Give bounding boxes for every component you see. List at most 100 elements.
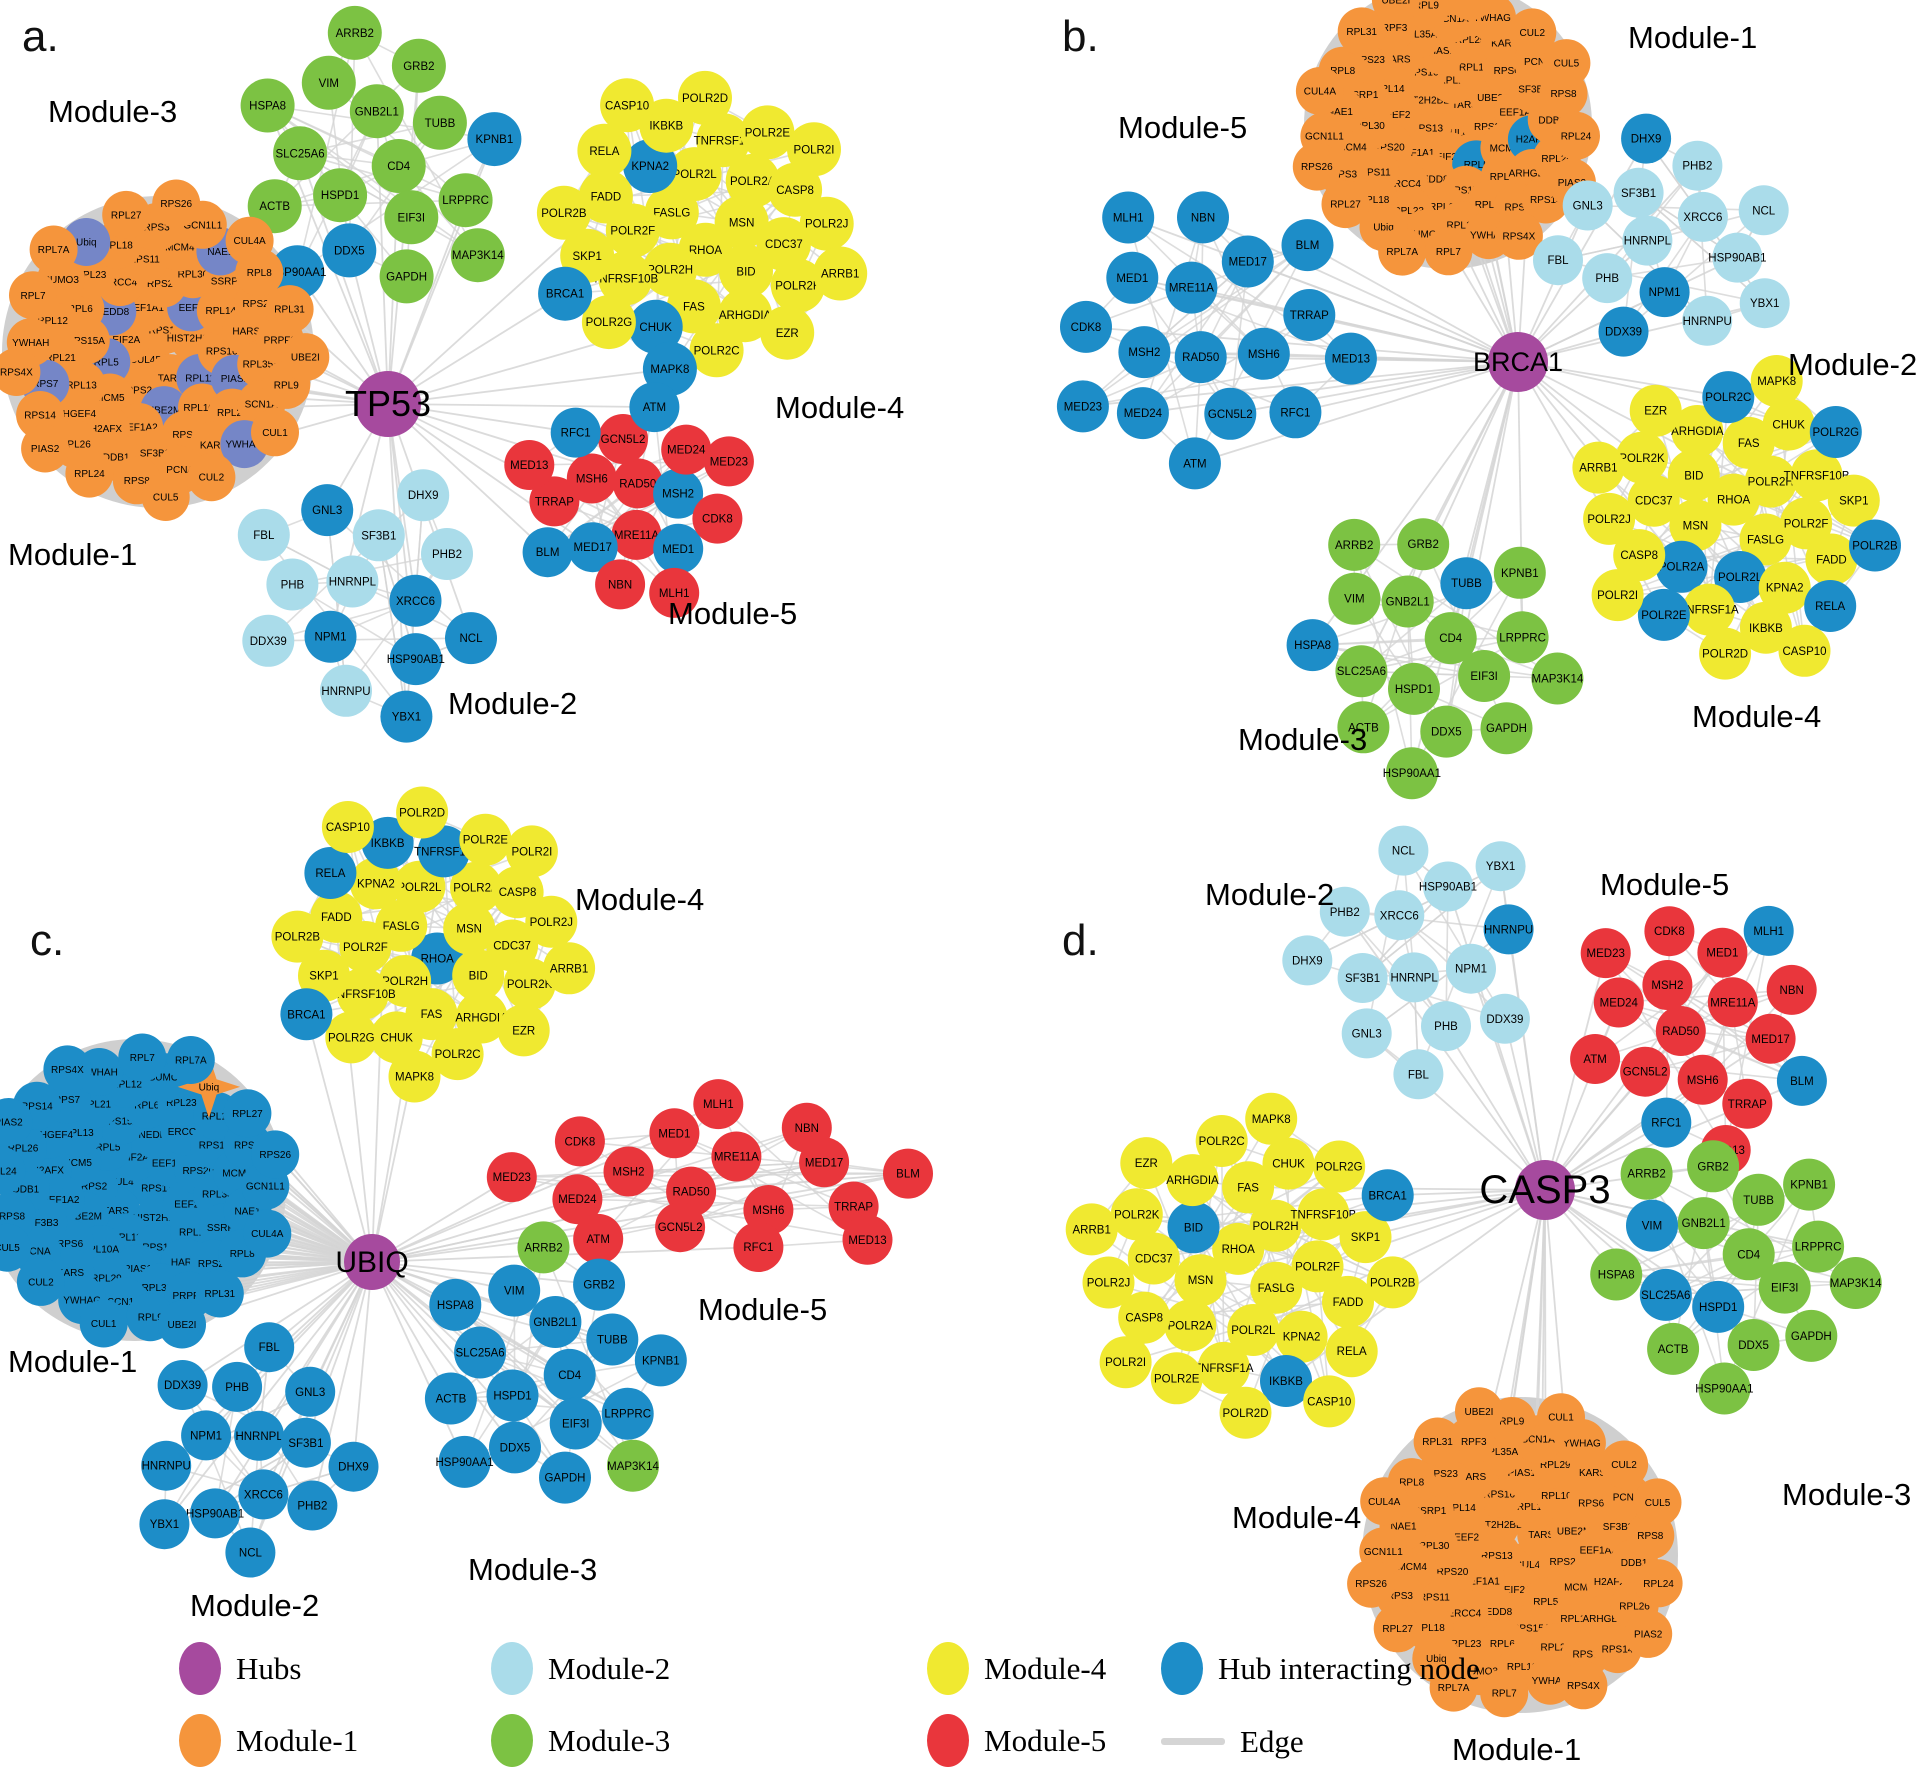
node-label: RPS20 xyxy=(1373,143,1405,154)
node-circle xyxy=(1195,1115,1248,1167)
node-circle xyxy=(813,246,868,301)
panel-d: HNRNPL XRCC6 NPM1 SF3B1 HSP90AB1 PHB PHB2 HNRNP… xyxy=(1065,825,1911,1767)
hub-edge xyxy=(371,1261,516,1448)
node-label: HSP90AB1 xyxy=(387,654,445,666)
node-circle xyxy=(634,1334,687,1387)
node-POLR2G: POLR2G xyxy=(581,295,636,350)
node-label: RELA xyxy=(315,868,345,880)
node-CHUK: CHUK xyxy=(1762,398,1815,451)
node-label: POLR2H xyxy=(382,976,428,988)
hub-edge xyxy=(387,292,566,405)
node-CUL4A: CUL4A xyxy=(1360,1477,1409,1526)
node-label: BID xyxy=(1684,470,1703,482)
node-label: PIAS2 xyxy=(1558,178,1587,189)
node-label: BID xyxy=(736,267,755,279)
node-circle xyxy=(336,967,389,1020)
node-MED13: MED13 xyxy=(504,440,555,490)
node-label: MAP3K14 xyxy=(452,250,504,262)
node-label: PHB2 xyxy=(1330,907,1360,919)
node-label: HSPD1 xyxy=(493,1391,531,1403)
node-circle xyxy=(1792,1220,1845,1273)
node-label: GNB2L1 xyxy=(1682,1218,1726,1230)
node-GNL3: GNL3 xyxy=(1341,1008,1392,1059)
node-RPL7: RPL7 xyxy=(118,1033,167,1082)
node-label: NPM1 xyxy=(1649,287,1681,299)
node-circle xyxy=(1758,561,1811,614)
node-circle xyxy=(1245,1092,1298,1145)
node-label: RPS2 xyxy=(1550,1557,1577,1568)
node-label: SCN1A xyxy=(1435,14,1469,25)
node-label: HSPD1 xyxy=(1395,684,1433,696)
node-label: Ubiq xyxy=(1426,1654,1447,1665)
node-circle xyxy=(29,225,78,274)
node-circle xyxy=(740,105,795,160)
node-label: HSP90AB1 xyxy=(1708,253,1766,265)
node-label: POLR2B xyxy=(541,208,587,220)
node-RPL7A: RPL7A xyxy=(29,225,78,274)
node-label: CDC37 xyxy=(1635,496,1673,508)
node-label: POLR2H xyxy=(1252,1221,1298,1233)
node-ACTB: ACTB xyxy=(424,1372,477,1425)
node-MED13: MED13 xyxy=(842,1214,893,1265)
node-POLR2E: POLR2E xyxy=(1150,1352,1203,1405)
node-IKBKB: IKBKB xyxy=(361,816,414,869)
node-label: RPL24 xyxy=(0,1166,17,1177)
node-POLR2K: POLR2K xyxy=(503,958,556,1011)
node-circle xyxy=(225,1527,276,1578)
edge xyxy=(164,1442,307,1525)
node-CDK8: CDK8 xyxy=(1644,906,1695,957)
node-circle xyxy=(1060,300,1112,353)
node-label: EZR xyxy=(512,1025,535,1037)
node-label: ARRB2 xyxy=(1335,540,1373,552)
node-label: GNL3 xyxy=(1573,201,1603,213)
node-MED1: MED1 xyxy=(1106,251,1159,304)
node-label: POLR2F xyxy=(343,942,388,954)
node-label: POLR2F xyxy=(1784,518,1829,530)
node-label: SLC25A6 xyxy=(1337,666,1386,678)
node-RFC1: RFC1 xyxy=(550,407,601,458)
node-circle xyxy=(327,5,382,60)
node-label: HNRNPU xyxy=(142,1461,191,1473)
node-circle xyxy=(1065,1203,1118,1256)
node-circle xyxy=(1381,575,1434,628)
node-circle xyxy=(1082,1256,1135,1309)
node-circle xyxy=(1250,1261,1303,1314)
node-circle xyxy=(424,1372,477,1425)
node-circle xyxy=(1641,1097,1692,1148)
node-circle xyxy=(1324,332,1377,385)
node-EIF3I: EIF3I xyxy=(384,190,439,245)
node-circle xyxy=(1378,825,1429,876)
node-label: ARHGEF4 xyxy=(1582,1614,1630,1625)
node-GNL3: GNL3 xyxy=(285,1366,336,1417)
node-label: RPL10A xyxy=(1541,1491,1579,1502)
node-label: BRCA1 xyxy=(287,1009,325,1021)
node-NBN: NBN xyxy=(595,559,646,610)
node-circle xyxy=(1421,1001,1471,1052)
node-label: RPS2 xyxy=(126,386,153,397)
node-PHB2: PHB2 xyxy=(1319,886,1370,937)
node-DDX39: DDX39 xyxy=(1479,993,1530,1044)
node-circle xyxy=(141,473,190,521)
node-label: PIAS1 xyxy=(124,1264,153,1275)
node-label: RPL5 xyxy=(1533,1597,1558,1608)
node-MSH2: MSH2 xyxy=(603,1146,654,1197)
panel-b: CUL4BRPS13TARSEIF2AHIST2H2BERPS2EEF1A1RP… xyxy=(1056,0,1917,800)
node-label: POLR2C xyxy=(694,345,740,357)
node-ATM: ATM xyxy=(573,1213,624,1264)
node-label: RPL7 xyxy=(1492,1689,1517,1700)
node-YBX1: YBX1 xyxy=(1739,278,1790,329)
node-circle xyxy=(1413,1417,1462,1466)
edge xyxy=(1344,910,1509,931)
node-label: POLR2D xyxy=(399,808,445,820)
node-POLR2C: POLR2C xyxy=(689,323,744,378)
node-circle xyxy=(328,1441,379,1492)
node-label: RPL24 xyxy=(1561,131,1592,142)
node-RAD50: RAD50 xyxy=(612,458,663,509)
node-label: MED17 xyxy=(1751,1034,1789,1046)
edge xyxy=(165,1464,313,1507)
node-label: TNFRSF10B xyxy=(1290,1210,1356,1222)
node-DHX9: DHX9 xyxy=(397,469,450,522)
node-DDX5: DDX5 xyxy=(1727,1319,1780,1371)
node-label: RPL35A xyxy=(243,360,281,371)
node-label: DDX39 xyxy=(164,1380,201,1392)
